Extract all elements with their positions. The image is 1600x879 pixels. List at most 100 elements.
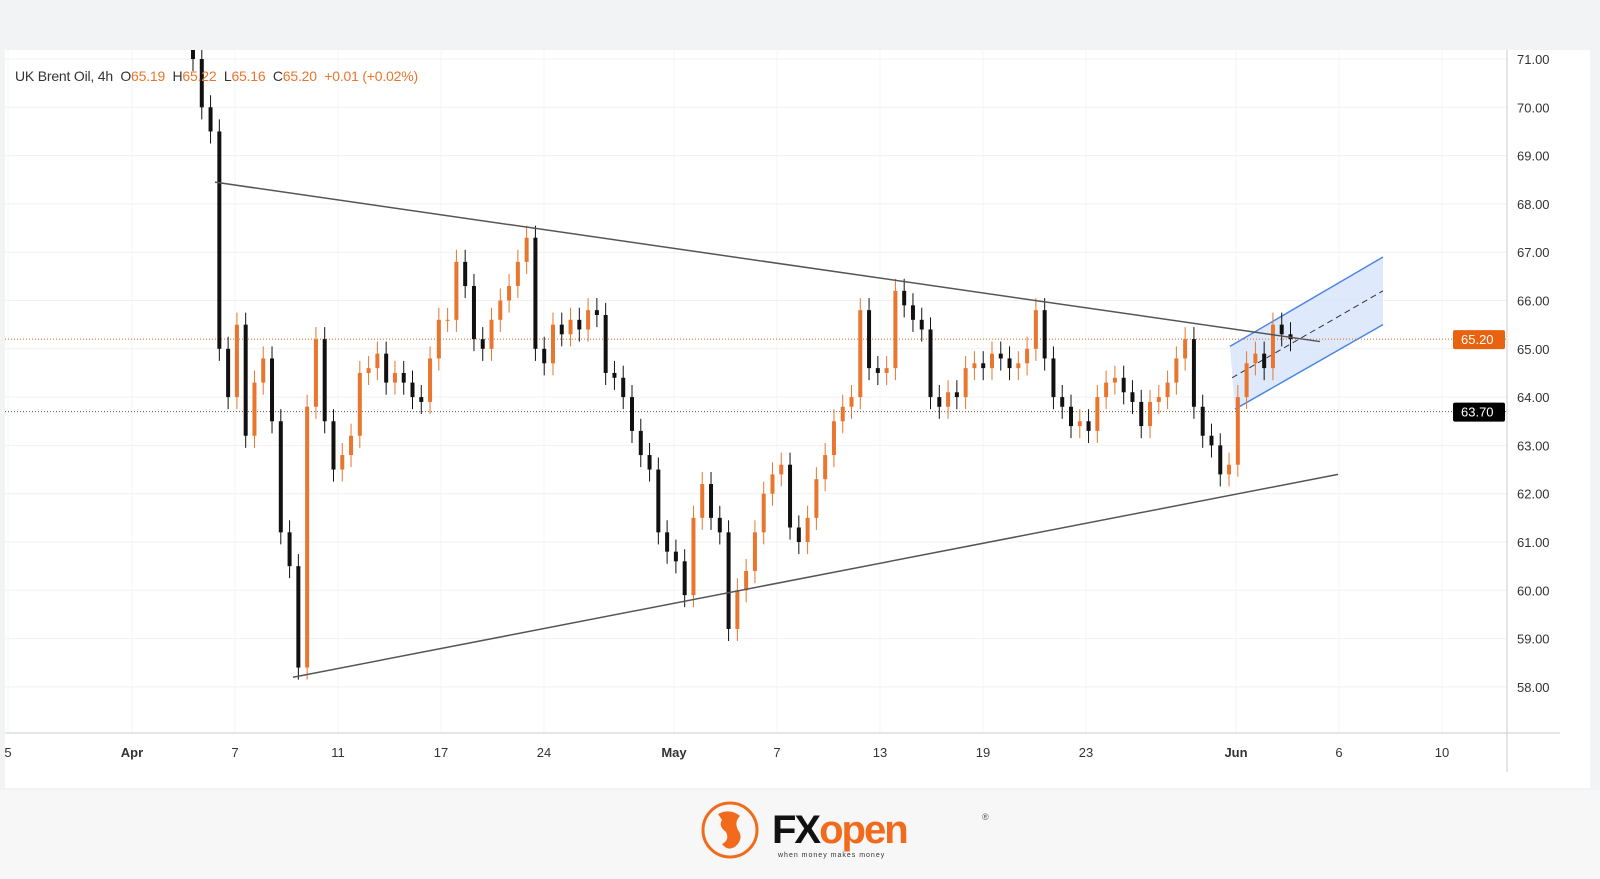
candle-body [463, 261, 468, 287]
symbol-legend: UK Brent Oil, 4h O65.19 H65.22 L65.16 C6… [15, 68, 418, 84]
footer [0, 790, 1600, 879]
candle [313, 327, 318, 419]
candle-body [1218, 445, 1223, 475]
bull-logo-icon [701, 801, 759, 859]
candle [234, 312, 239, 410]
low-value: 65.16 [231, 68, 266, 84]
candle [638, 418, 643, 468]
candle-body [849, 397, 854, 407]
candle-body [1051, 358, 1056, 398]
high-label: H [172, 68, 183, 84]
candle [322, 327, 327, 434]
candle-body [340, 455, 345, 470]
candle [296, 554, 301, 680]
candle-body [823, 455, 828, 480]
candle [1270, 312, 1275, 381]
candle-body [1174, 358, 1179, 383]
candle-body [533, 237, 538, 349]
channel-fill [1230, 257, 1383, 410]
candle-body [612, 372, 617, 378]
candle-body [752, 532, 757, 571]
candle [357, 360, 362, 448]
candle [647, 442, 652, 482]
upper-trendline [214, 181, 1321, 343]
channel-upper-line [1229, 256, 1384, 348]
candle-body [287, 532, 292, 567]
candle [998, 341, 1003, 371]
candle [594, 298, 599, 328]
candlestick-chart[interactable]: 58.00 59.00 60.00 61.00 62.00 63.00 64.00 65.00… [5, 50, 1590, 788]
candle-body [919, 319, 924, 330]
candle [910, 293, 915, 332]
candle [498, 288, 503, 332]
candle [1060, 385, 1065, 419]
candle [559, 312, 564, 347]
candle [577, 307, 582, 342]
candle-body [1042, 310, 1047, 359]
candle-body [700, 484, 705, 518]
candle [1262, 341, 1267, 381]
candle [366, 356, 371, 386]
candle [349, 423, 354, 468]
candle [1253, 341, 1258, 376]
candle [1016, 351, 1021, 381]
candle-body [735, 590, 740, 629]
x-tick-label: Jun [1224, 745, 1247, 760]
candle-body [989, 353, 994, 369]
candle [875, 356, 880, 386]
candle [1227, 452, 1232, 487]
candle [401, 360, 406, 395]
candle [1191, 327, 1196, 419]
candle [445, 307, 450, 332]
x-tick-label: Apr [121, 745, 143, 760]
candle-body [1077, 421, 1082, 427]
candle-body [199, 59, 204, 108]
candle-body [1139, 401, 1144, 427]
x-tick-label: May [661, 745, 687, 760]
candle-body [208, 107, 213, 132]
candle [507, 273, 512, 313]
candle-body [243, 324, 248, 436]
high-value: 65.22 [182, 68, 217, 84]
candle-body [638, 430, 643, 456]
candle-body [682, 561, 687, 596]
x-tick-label: 19 [976, 745, 990, 760]
candle-body [884, 368, 889, 373]
level-price-label: 63.70 [1461, 405, 1494, 420]
candle [1209, 423, 1214, 458]
candle-body [788, 464, 793, 528]
candle [1244, 351, 1249, 410]
candle [1112, 365, 1117, 395]
candle-body [928, 329, 933, 398]
candle [700, 471, 705, 530]
candle [893, 278, 898, 381]
candle-body [366, 368, 371, 373]
candle-body [507, 286, 512, 301]
symbol-name: UK Brent Oil, 4h [15, 68, 113, 84]
candle [1121, 365, 1126, 405]
candle [454, 249, 459, 332]
candle-body [1121, 377, 1126, 393]
candle [331, 409, 336, 482]
candle [928, 317, 933, 410]
candle-body [1095, 397, 1100, 431]
candle [287, 520, 292, 579]
y-tick-label: 69.00 [1517, 149, 1550, 164]
candle-body [744, 570, 749, 591]
candle-body [954, 392, 959, 398]
candle [252, 370, 257, 448]
y-tick-label: 71.00 [1517, 52, 1550, 67]
candle [1051, 346, 1056, 410]
candle [796, 515, 801, 555]
candle-body [1270, 324, 1275, 369]
candle-body [937, 397, 942, 407]
candle-body [586, 310, 591, 330]
candle-body [234, 324, 239, 398]
low-label: L [223, 68, 232, 84]
candle [191, 50, 195, 72]
candle [568, 307, 573, 347]
candle [858, 298, 863, 410]
candle [1165, 370, 1170, 410]
candle [823, 442, 828, 492]
candle [630, 385, 634, 443]
